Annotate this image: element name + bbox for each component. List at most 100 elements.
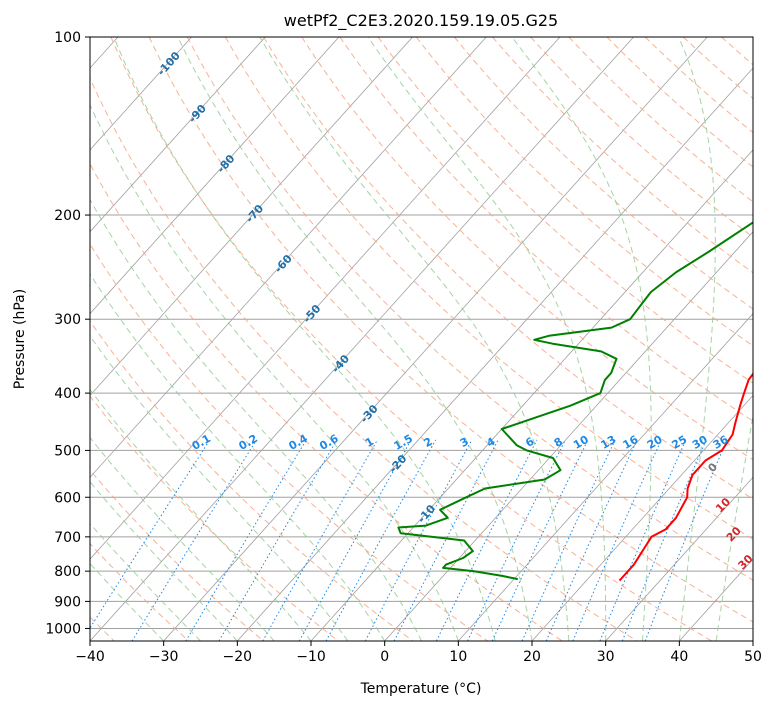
isotherm-line — [90, 37, 634, 641]
mixing-ratio-label: 6 — [523, 435, 536, 450]
mixing-ratio-line — [185, 439, 307, 641]
dry-adiabat-line — [682, 37, 753, 100]
mixing-ratio-label: 20 — [645, 433, 665, 452]
mixing-ratio-line — [131, 439, 257, 641]
chart-title: wetPf2_C2E3.2020.159.19.05.G25 — [284, 11, 558, 31]
isotherm-line — [90, 37, 340, 315]
mixing-ratio-label: 10 — [571, 433, 591, 452]
mixing-ratio-line — [218, 439, 338, 641]
isotherm-line — [384, 231, 753, 641]
dry-adiabat-line — [110, 37, 712, 641]
moist-adiabat-line — [177, 37, 533, 641]
isotherm-label: -50 — [301, 302, 324, 326]
moist-adiabat-line — [678, 37, 716, 641]
moist-adiabat-line — [90, 481, 238, 641]
moist-adiabat-line — [259, 37, 570, 641]
mixing-ratio-line — [521, 439, 616, 641]
dry-adiabat-line — [90, 320, 414, 641]
x-axis-label: Temperature (°C) — [360, 681, 482, 697]
dry-adiabat-line — [721, 37, 753, 66]
y-tick-label: 300 — [54, 312, 81, 328]
x-tick-label: −20 — [223, 649, 253, 665]
dry-adiabat-line — [644, 37, 753, 134]
y-tick-label: 1000 — [45, 621, 81, 637]
dry-adiabat-line — [568, 37, 753, 203]
mixing-ratio-label: 36 — [711, 433, 731, 452]
mixing-ratio-label: 30 — [690, 433, 710, 452]
isotherm-line — [90, 37, 561, 560]
moist-adiabat-line — [511, 37, 652, 641]
x-tick-label: 40 — [670, 649, 688, 665]
y-tick-label: 900 — [54, 594, 81, 610]
y-tick-label: 800 — [54, 564, 81, 580]
isotherm-line — [90, 37, 266, 233]
dewpoint-line — [397, 221, 753, 581]
y-tick-label: 700 — [54, 530, 81, 546]
dry-adiabat-line — [377, 37, 753, 384]
y-tick-label: 100 — [54, 30, 81, 46]
moist-adiabat-label: 0 — [705, 460, 720, 475]
dry-adiabat-line — [90, 469, 264, 641]
dry-adiabat-line — [453, 37, 753, 310]
y-axis: 100 200 300 400 500 600 700 800 900 1000 — [45, 30, 90, 637]
plot-frame — [89, 36, 754, 642]
mixing-ratio-line — [491, 439, 589, 641]
mixing-ratio-line — [325, 439, 437, 641]
x-tick-label: −10 — [296, 649, 326, 665]
dry-adiabat-line — [186, 37, 753, 581]
dry-adiabat-line — [415, 37, 753, 347]
dry-adiabat-line — [90, 542, 190, 641]
dry-adiabat-line — [90, 77, 638, 641]
isotherm-line — [752, 640, 753, 641]
dry-adiabat-line — [606, 37, 753, 168]
dry-adiabat-line — [301, 37, 753, 461]
dry-adiabat-line — [90, 162, 563, 641]
mixing-ratio-label: 0.1 — [190, 432, 213, 453]
dry-adiabat-line — [339, 37, 753, 422]
y-tick-label: 400 — [54, 386, 81, 402]
isotherm-line — [237, 67, 753, 641]
mixing-ratio-line — [572, 439, 662, 641]
isotherm-line — [531, 394, 753, 641]
isotherm-line — [458, 312, 753, 641]
isotherm-line — [679, 558, 753, 641]
x-tick-label: 20 — [523, 649, 541, 665]
moist-adiabat-line — [90, 522, 201, 641]
x-tick-label: 30 — [597, 649, 615, 665]
y-tick-label: 500 — [54, 443, 81, 459]
mixing-ratio-label: 0.4 — [286, 432, 310, 453]
mixing-ratio-label: 1.5 — [392, 432, 415, 453]
dry-adiabat-line — [90, 395, 339, 641]
moist-adiabat-line — [90, 436, 275, 641]
isotherm-label: -80 — [215, 152, 238, 176]
dry-adiabat-line — [263, 37, 753, 500]
dry-adiabat-line — [148, 37, 753, 623]
mixing-ratio-label: 4 — [484, 435, 497, 450]
mixing-ratio-line — [262, 439, 378, 641]
moist-adiabat-label: 40 — [755, 580, 775, 600]
moist-adiabat-label: 20 — [724, 524, 744, 544]
isotherm-line — [90, 37, 487, 478]
x-tick-label: 0 — [380, 649, 389, 665]
mixing-ratio-line — [435, 439, 538, 641]
x-tick-label: 10 — [449, 649, 467, 665]
mixing-ratio-label: 2 — [422, 435, 435, 450]
dry-adiabat-line — [224, 37, 753, 540]
moist-adiabat-line — [367, 37, 607, 641]
mixing-ratio-line — [599, 439, 687, 641]
temperature-line — [618, 372, 753, 582]
moist-adiabat-line — [113, 37, 496, 641]
mixing-ratio-label: 25 — [670, 433, 690, 452]
y-tick-label: 200 — [54, 208, 81, 224]
dry-adiabat-line — [530, 37, 753, 238]
moist-adiabat-line — [715, 413, 753, 641]
x-tick-label: −40 — [75, 649, 105, 665]
mixing-ratio-line — [90, 439, 211, 629]
x-axis: −40 −30 −20 −10 0 10 20 30 40 50 — [75, 641, 762, 665]
mixing-ratio-label: 0.6 — [317, 432, 341, 453]
isotherm-label: -100 — [155, 49, 183, 78]
mixing-ratio-label: 1 — [363, 435, 376, 450]
moist-adiabat-label: 10 — [713, 495, 733, 515]
moist-adiabat-line — [90, 334, 349, 641]
mixing-ratio-line — [298, 439, 412, 641]
